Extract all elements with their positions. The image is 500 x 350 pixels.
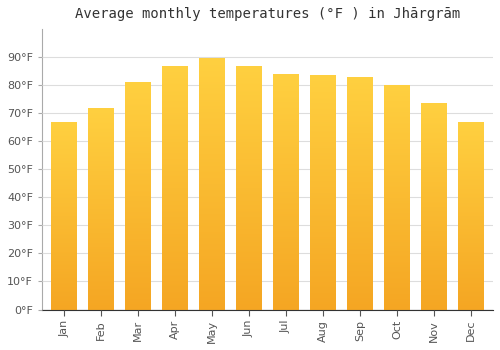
Title: Average monthly temperatures (°F ) in Jhārgrām: Average monthly temperatures (°F ) in Jh… [75, 7, 460, 21]
